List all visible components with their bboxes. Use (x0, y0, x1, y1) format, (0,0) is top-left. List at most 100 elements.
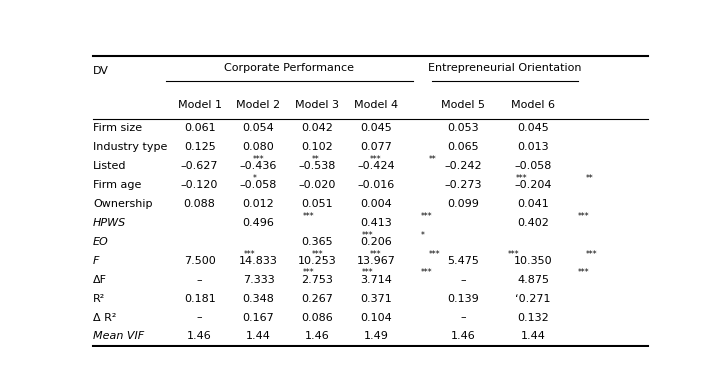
Text: *: * (420, 230, 424, 239)
Text: 1.44: 1.44 (246, 332, 271, 341)
Text: 0.013: 0.013 (517, 142, 549, 152)
Text: 3.714: 3.714 (360, 275, 392, 285)
Text: ***: *** (252, 155, 264, 164)
Text: ***: *** (586, 250, 597, 259)
Text: 0.365: 0.365 (301, 237, 333, 247)
Text: Model 2: Model 2 (236, 99, 281, 110)
Text: Entrepreneurial Orientation: Entrepreneurial Orientation (428, 63, 582, 73)
Text: 0.496: 0.496 (242, 218, 275, 228)
Text: Model 4: Model 4 (354, 99, 398, 110)
Text: –: – (197, 312, 202, 323)
Text: ***: *** (420, 212, 432, 221)
Text: –: – (197, 275, 202, 285)
Text: 7.500: 7.500 (184, 256, 215, 266)
Text: 1.49: 1.49 (364, 332, 388, 341)
Text: 0.051: 0.051 (301, 199, 333, 209)
Text: 0.413: 0.413 (360, 218, 392, 228)
Text: –0.538: –0.538 (299, 161, 336, 171)
Text: Ownership: Ownership (93, 199, 153, 209)
Text: 7.333: 7.333 (243, 275, 274, 285)
Text: –: – (460, 312, 466, 323)
Text: 2.753: 2.753 (301, 275, 333, 285)
Text: –0.058: –0.058 (240, 180, 277, 190)
Text: ***: *** (577, 268, 589, 277)
Text: –0.436: –0.436 (240, 161, 277, 171)
Text: 0.054: 0.054 (243, 123, 274, 133)
Text: 0.181: 0.181 (184, 294, 215, 303)
Text: ***: *** (370, 155, 382, 164)
Text: Model 3: Model 3 (295, 99, 339, 110)
Text: *: * (252, 174, 256, 183)
Text: EO: EO (93, 237, 109, 247)
Text: 0.371: 0.371 (360, 294, 392, 303)
Text: 13.967: 13.967 (356, 256, 395, 266)
Text: 1.44: 1.44 (521, 332, 545, 341)
Text: –0.424: –0.424 (357, 161, 395, 171)
Text: R²: R² (93, 294, 106, 303)
Text: 10.253: 10.253 (298, 256, 337, 266)
Text: ***: *** (244, 250, 255, 259)
Text: 0.080: 0.080 (243, 142, 274, 152)
Text: 0.206: 0.206 (360, 237, 392, 247)
Text: Mean VIF: Mean VIF (93, 332, 145, 341)
Text: –0.204: –0.204 (514, 180, 552, 190)
Text: ***: *** (508, 250, 519, 259)
Text: Firm size: Firm size (93, 123, 142, 133)
Text: 5.475: 5.475 (447, 256, 479, 266)
Text: ***: *** (362, 268, 373, 277)
Text: –0.120: –0.120 (181, 180, 218, 190)
Text: ***: *** (429, 250, 440, 259)
Text: ***: *** (303, 212, 315, 221)
Text: 0.012: 0.012 (243, 199, 274, 209)
Text: Corporate Performance: Corporate Performance (224, 63, 354, 73)
Text: 0.065: 0.065 (448, 142, 479, 152)
Text: **: ** (586, 174, 594, 183)
Text: F: F (93, 256, 100, 266)
Text: 0.167: 0.167 (243, 312, 274, 323)
Text: ***: *** (303, 268, 315, 277)
Text: 1.46: 1.46 (187, 332, 212, 341)
Text: 0.045: 0.045 (360, 123, 392, 133)
Text: 0.042: 0.042 (301, 123, 333, 133)
Text: HPWS: HPWS (93, 218, 127, 228)
Text: 1.46: 1.46 (305, 332, 330, 341)
Text: –0.273: –0.273 (444, 180, 482, 190)
Text: 0.053: 0.053 (448, 123, 479, 133)
Text: 0.139: 0.139 (447, 294, 479, 303)
Text: 0.041: 0.041 (517, 199, 549, 209)
Text: Model 1: Model 1 (178, 99, 222, 110)
Text: ***: *** (515, 174, 527, 183)
Text: Model 6: Model 6 (511, 99, 555, 110)
Text: 0.061: 0.061 (184, 123, 215, 133)
Text: 1.46: 1.46 (450, 332, 475, 341)
Text: 10.350: 10.350 (514, 256, 552, 266)
Text: –0.627: –0.627 (181, 161, 218, 171)
Text: 0.267: 0.267 (301, 294, 333, 303)
Text: 0.402: 0.402 (517, 218, 549, 228)
Text: 0.132: 0.132 (517, 312, 549, 323)
Text: 0.104: 0.104 (360, 312, 392, 323)
Text: ***: *** (312, 250, 323, 259)
Text: ***: *** (370, 250, 382, 259)
Text: Model 5: Model 5 (441, 99, 485, 110)
Text: **: ** (312, 155, 319, 164)
Text: 0.004: 0.004 (360, 199, 392, 209)
Text: 14.833: 14.833 (239, 256, 278, 266)
Text: –0.242: –0.242 (444, 161, 482, 171)
Text: 0.125: 0.125 (184, 142, 215, 152)
Text: –: – (460, 275, 466, 285)
Text: 0.077: 0.077 (360, 142, 392, 152)
Text: 0.086: 0.086 (301, 312, 333, 323)
Text: DV: DV (93, 66, 109, 76)
Text: Firm age: Firm age (93, 180, 142, 190)
Text: 0.348: 0.348 (242, 294, 275, 303)
Text: ʻ0.271: ʻ0.271 (515, 294, 551, 303)
Text: **: ** (429, 155, 437, 164)
Text: ***: *** (420, 268, 432, 277)
Text: –0.020: –0.020 (299, 180, 336, 190)
Text: 0.045: 0.045 (517, 123, 549, 133)
Text: ***: *** (362, 230, 373, 239)
Text: Δ R²: Δ R² (93, 312, 116, 323)
Text: 0.088: 0.088 (184, 199, 215, 209)
Text: ***: *** (577, 212, 589, 221)
